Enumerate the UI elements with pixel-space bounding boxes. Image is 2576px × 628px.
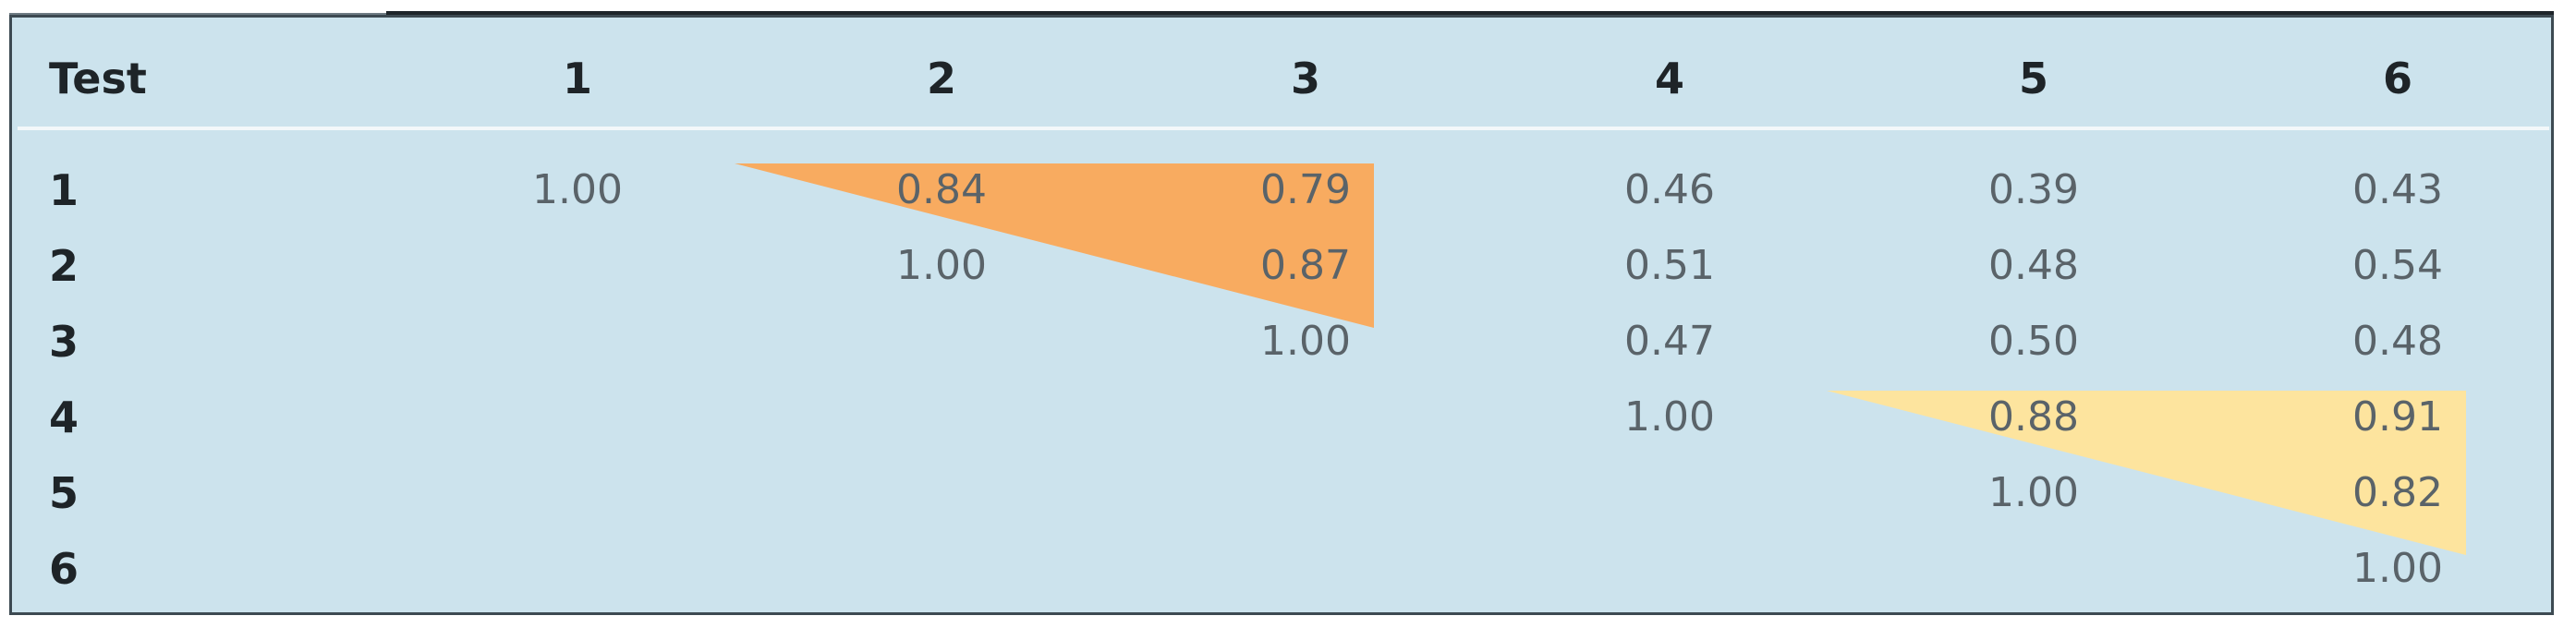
highlight-wedge-1 [735,163,1374,328]
table-cell: 0.39 [1988,166,2079,213]
highlight-layer [735,163,2466,555]
table-cell: 0.48 [2352,318,2443,365]
header-divider [18,127,2549,130]
column-header-6: 6 [2382,54,2413,103]
table-cell: 1.00 [896,242,987,289]
table-cell: 1.00 [532,166,623,213]
top-rule-thin [9,13,386,16]
table-cell: 1.00 [2352,545,2443,592]
table-cell: 0.43 [2352,166,2443,213]
column-header-2: 2 [926,54,957,103]
column-header-3: 3 [1290,54,1321,103]
highlight-wedge-2 [1827,391,2466,555]
table-cell: 1.00 [1624,393,1715,441]
row-label-2: 2 [49,241,79,291]
table-cell: 0.51 [1624,242,1715,289]
table-cell: 0.84 [896,166,987,213]
table-cell: 1.00 [1988,469,2079,516]
table-cell: 0.54 [2352,242,2443,289]
table-cell: 0.79 [1260,166,1351,213]
row-label-6: 6 [49,544,79,594]
column-header-4: 4 [1654,54,1685,103]
correlation-table: Test 1 2 3 4 5 6 1 1.00 0.84 0.79 0.46 0.39 0.43 2 1.00… [9,15,2554,615]
row-label-5: 5 [49,468,79,518]
table-cell: 0.47 [1624,318,1715,365]
row-label-1: 1 [49,165,79,215]
table-cell: 0.87 [1260,242,1351,289]
row-label-3: 3 [49,317,79,367]
table-cell: 0.91 [2352,393,2443,441]
table-cell: 0.50 [1988,318,2079,365]
table-cell: 0.46 [1624,166,1715,213]
table-cell: 0.48 [1988,242,2079,289]
column-header-1: 1 [562,54,593,103]
top-rule-thick [386,11,2554,17]
table-cell: 0.88 [1988,393,2079,441]
row-label-4: 4 [49,392,79,442]
column-header-5: 5 [2018,54,2049,103]
table-cell: 1.00 [1260,318,1351,365]
table-cell: 0.82 [2352,469,2443,516]
header-label: Test [49,54,147,103]
